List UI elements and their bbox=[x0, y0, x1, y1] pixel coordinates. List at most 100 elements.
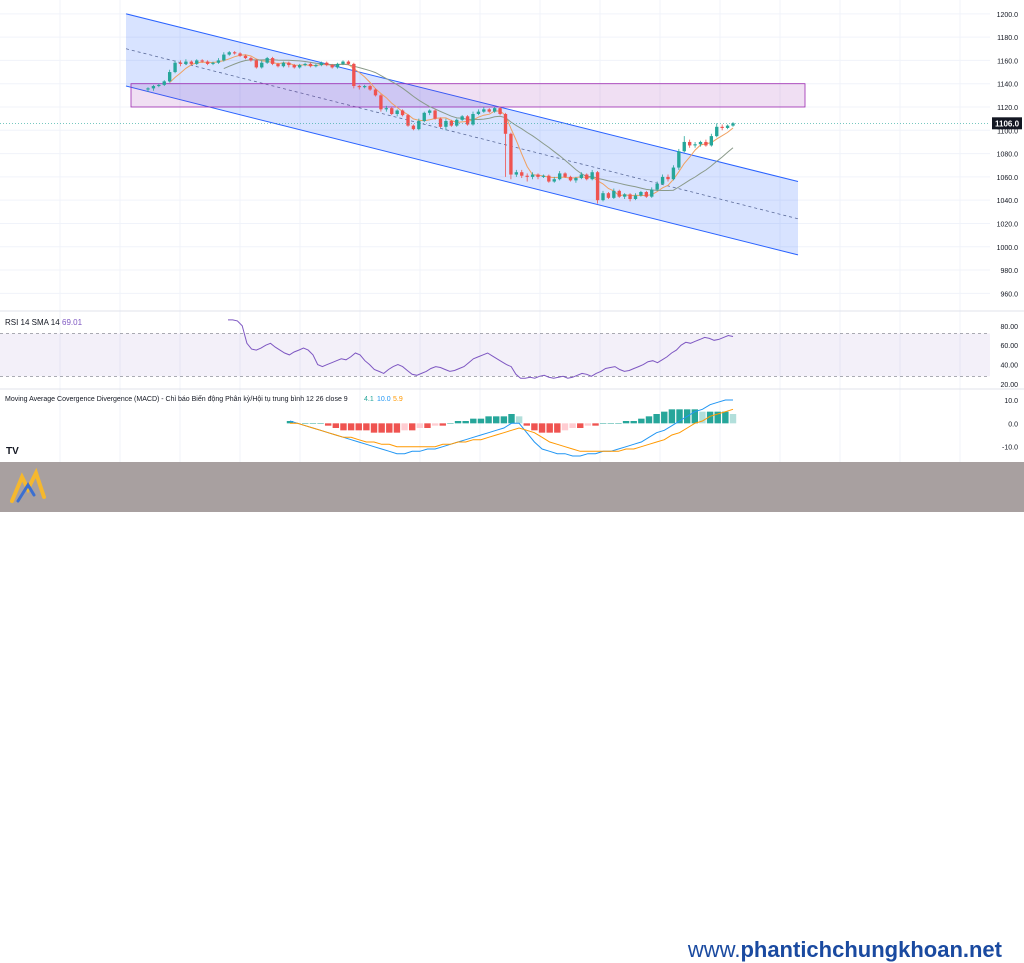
macd-legend-macd: 10.0 bbox=[377, 396, 391, 403]
candle-body bbox=[319, 62, 324, 66]
channel-upper bbox=[125, 13, 799, 183]
macd-hist-bar bbox=[699, 411, 706, 424]
candle-body bbox=[227, 52, 231, 55]
macd-hist-bar bbox=[363, 423, 370, 431]
candle-body bbox=[249, 58, 253, 61]
candle-body bbox=[303, 63, 307, 66]
candle-body bbox=[270, 58, 275, 64]
macd-hist-bar bbox=[638, 418, 645, 424]
macd-hist-bar bbox=[454, 421, 462, 424]
macd-legend-label: Moving Average Covergence Divergence (MA… bbox=[5, 394, 348, 403]
candle-body bbox=[265, 58, 269, 63]
macd-hist-bar bbox=[531, 423, 538, 431]
candle-body bbox=[530, 174, 535, 177]
macd-hist-bar bbox=[302, 423, 309, 424]
candle-body bbox=[650, 189, 654, 197]
candle-body bbox=[590, 172, 594, 180]
candle-body bbox=[346, 61, 351, 64]
price-tick-label: 1180.0 bbox=[997, 35, 1018, 42]
candle-body bbox=[492, 108, 497, 112]
price-tick-label: 980.0 bbox=[1000, 268, 1018, 275]
macd-hist-bar bbox=[584, 423, 592, 426]
macd-hist-bar bbox=[722, 411, 729, 424]
rsi-tick-label: 40.00 bbox=[1000, 363, 1018, 370]
resistance-zone bbox=[130, 83, 806, 108]
macd-hist-bar bbox=[668, 409, 676, 424]
rsi-axis: 80.00 60.00 40.00 20.00 bbox=[1000, 324, 1018, 389]
candle-body bbox=[503, 113, 508, 134]
candle-body bbox=[660, 176, 665, 184]
candle-body bbox=[698, 141, 703, 145]
macd-hist-bar bbox=[645, 416, 653, 424]
macd-hist-bar bbox=[706, 411, 714, 424]
price-tick-label: 1000.0 bbox=[997, 245, 1019, 252]
macd-hist-bar bbox=[378, 423, 385, 433]
macd-hist-bar bbox=[538, 423, 546, 433]
price-tick-label: 1120.0 bbox=[997, 105, 1018, 112]
macd-hist-bar bbox=[729, 414, 737, 424]
candle-body bbox=[557, 173, 562, 180]
macd-hist-bar bbox=[577, 423, 584, 428]
candle-body bbox=[216, 60, 221, 63]
candlesticks bbox=[146, 51, 735, 204]
price-tick-label: 1080.0 bbox=[997, 152, 1019, 159]
candle-body bbox=[200, 60, 204, 62]
macd-hist-bar bbox=[386, 423, 393, 433]
stock-chart[interactable]: 1200.0 1180.0 1160.0 1140.0 1120.0 1100.0 1080… bbox=[0, 0, 1024, 462]
candle-body bbox=[178, 62, 183, 64]
rsi-legend-label: RSI 14 SMA 14 bbox=[5, 318, 60, 327]
rsi-legend-value: 69.01 bbox=[62, 318, 83, 327]
candle-body bbox=[195, 60, 199, 64]
candle-body bbox=[368, 86, 372, 90]
tradingview-watermark: TV bbox=[6, 446, 19, 457]
macd-hist-bar bbox=[370, 423, 378, 433]
macd-hist-bar bbox=[653, 414, 660, 424]
candle-body bbox=[352, 63, 356, 87]
candle-body bbox=[384, 108, 389, 110]
macd-hist-bar bbox=[714, 411, 721, 424]
logo-text: Phân Tích Chứng Khoán bbox=[46, 932, 127, 960]
candle-body bbox=[677, 151, 681, 168]
candle-body bbox=[633, 195, 638, 200]
macd-hist-bar bbox=[546, 423, 553, 433]
macd-hist-bar bbox=[676, 409, 683, 424]
macd-signal-line bbox=[290, 408, 734, 452]
candle-body bbox=[498, 108, 502, 114]
rsi-panel: 80.00 60.00 40.00 20.00 RSI 14 SMA 14 69.01 bbox=[0, 318, 1018, 389]
chart-canvas[interactable]: 1200.0 1180.0 1160.0 1140.0 1120.0 1100.0 1080… bbox=[0, 0, 1024, 462]
price-tick-label: 1100.0 bbox=[997, 128, 1018, 135]
macd-hist-bar bbox=[286, 421, 294, 424]
candle-body bbox=[617, 190, 621, 197]
macd-hist-bar bbox=[393, 423, 401, 433]
candle-body bbox=[639, 192, 643, 196]
rsi-band bbox=[0, 333, 990, 377]
candle-body bbox=[720, 126, 724, 128]
price-tick-label: 1200.0 bbox=[997, 12, 1019, 19]
candle-body bbox=[487, 109, 491, 112]
macd-tick-label: 10.0 bbox=[1004, 398, 1018, 405]
logo-line-1: Phân Tích bbox=[46, 931, 106, 946]
candle-body bbox=[552, 179, 556, 182]
candle-body bbox=[655, 183, 659, 190]
price-grid bbox=[0, 0, 990, 462]
candle-body bbox=[243, 55, 248, 59]
candle-body bbox=[151, 86, 156, 89]
candle-body bbox=[622, 194, 627, 197]
macd-histogram bbox=[286, 409, 737, 433]
candle-body bbox=[162, 81, 166, 85]
macd-hist-bar bbox=[661, 411, 668, 424]
rsi-line bbox=[228, 319, 734, 379]
macd-hist-bar bbox=[622, 421, 630, 424]
macd-hist-bar bbox=[447, 423, 454, 424]
website-url[interactable]: www.phantichchungkhoan.net bbox=[688, 937, 1002, 963]
url-domain: phantichchungkhoan.net bbox=[740, 937, 1002, 962]
candle-body bbox=[157, 84, 161, 87]
macd-hist-bar bbox=[317, 423, 324, 424]
candle-body bbox=[379, 95, 383, 110]
price-tick-label: 1140.0 bbox=[997, 82, 1018, 89]
candle-body bbox=[612, 190, 616, 198]
candle-body bbox=[232, 52, 237, 54]
macd-hist-bar bbox=[439, 423, 446, 426]
resistance-zone-box bbox=[130, 83, 806, 108]
footer-banner: Phân Tích Chứng Khoán www.phantichchungk… bbox=[0, 462, 1024, 962]
